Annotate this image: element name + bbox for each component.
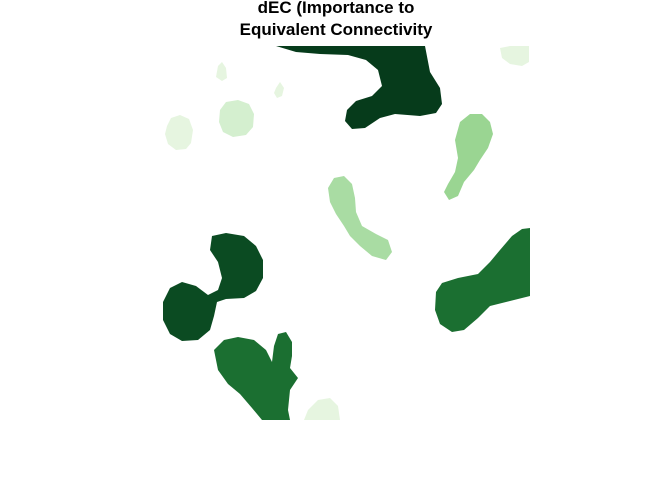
patch-center-peanut (328, 176, 392, 260)
patch-right-drop (444, 114, 493, 200)
patch-top-center (276, 46, 442, 129)
map-title-line-2: Equivalent Connectivity (239, 20, 433, 39)
patch-left-oval (165, 115, 193, 150)
patch-small-fleck-left (216, 62, 227, 81)
patch-small-fleck-center (274, 82, 284, 98)
map-title: dEC (Importance to Equivalent Connectivi… (0, 0, 672, 41)
patch-right-wedge (435, 228, 530, 332)
patch-left-hook (163, 233, 263, 341)
patch-center-left-round (219, 100, 254, 137)
map-title-line-1: dEC (Importance to (257, 0, 415, 17)
patch-top-right-edge (500, 46, 529, 66)
patch-bottom-left (214, 332, 298, 420)
patch-bottom-mound (304, 398, 340, 420)
